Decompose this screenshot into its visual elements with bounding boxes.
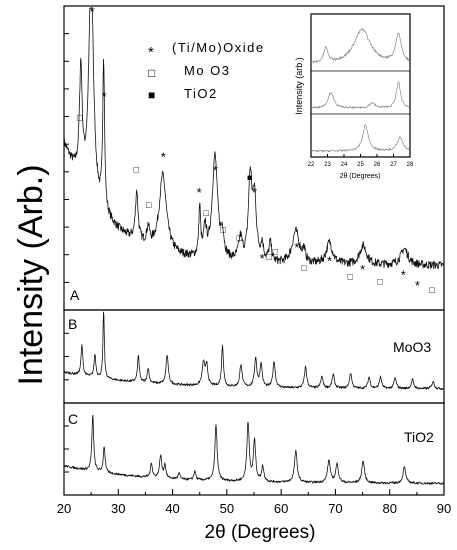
inset-x-label: 2θ (Degrees) bbox=[340, 173, 381, 180]
panel-c-name: TiO2 bbox=[404, 429, 434, 445]
x-tick-label: 20 bbox=[57, 501, 71, 516]
peak-marker: * bbox=[102, 89, 107, 104]
peak-marker: * bbox=[401, 267, 406, 282]
peak-marker: * bbox=[360, 262, 365, 277]
peak-marker: ■ bbox=[247, 173, 252, 183]
series-line-panel-b bbox=[63, 311, 445, 391]
peak-marker: * bbox=[415, 278, 420, 293]
y-axis-label: Intensity (Arb.) bbox=[12, 164, 50, 385]
legend-symbol-moo3: □ bbox=[148, 66, 155, 80]
inset-series-line bbox=[310, 81, 411, 110]
peak-marker: □ bbox=[237, 233, 243, 243]
peak-marker: * bbox=[327, 254, 332, 269]
legend: * (Ti/Mo)Oxide □ Mo O3 ■ TiO2 bbox=[148, 40, 265, 102]
panel-a-label: A bbox=[70, 287, 80, 303]
legend-symbol-oxide: * bbox=[148, 44, 154, 61]
x-tick-label: 30 bbox=[111, 501, 125, 516]
peak-marker: □ bbox=[377, 277, 383, 287]
x-tick-label: 70 bbox=[328, 501, 342, 516]
x-tick-label: 90 bbox=[437, 501, 451, 516]
peak-marker: * bbox=[197, 185, 202, 200]
inset-x-tick-label: 26 bbox=[374, 162, 381, 168]
peak-marker: * bbox=[252, 185, 257, 200]
inset-x-tick-label: 22 bbox=[308, 162, 315, 168]
peak-marker: * bbox=[213, 163, 218, 178]
inset-frame bbox=[310, 13, 411, 158]
inset-series-line bbox=[310, 28, 411, 64]
peak-marker: * bbox=[90, 4, 95, 19]
panel-b-frame bbox=[63, 309, 445, 404]
peak-marker: □ bbox=[266, 252, 272, 262]
peak-marker: * bbox=[161, 149, 166, 164]
peak-marker: □ bbox=[77, 112, 83, 122]
peak-marker: □ bbox=[429, 285, 435, 295]
peak-marker: □ bbox=[272, 247, 278, 257]
inset-x-tick-label: 28 bbox=[407, 162, 414, 168]
inset-x-tick-label: 25 bbox=[357, 162, 364, 168]
peak-marker: □ bbox=[203, 208, 209, 218]
peak-marker: * bbox=[294, 240, 299, 255]
legend-symbol-tio2: ■ bbox=[148, 88, 155, 102]
panel-b-name: MoO3 bbox=[393, 339, 431, 355]
series-line-panel-a bbox=[63, 7, 445, 270]
inset-x-tick-label: 27 bbox=[390, 162, 397, 168]
inset-x-tick-label: 24 bbox=[341, 162, 348, 168]
peak-marker: □ bbox=[133, 164, 139, 174]
chart-marks: **□□□**□*□□■** □□ *□ *□ *□ ** □20 30 40 50 60 70 80 9… bbox=[57, 4, 451, 516]
panel-b-label: B bbox=[68, 316, 77, 332]
inset-y-label: Intensity (arb.) bbox=[294, 57, 304, 115]
inset-x-tick-label: 23 bbox=[324, 162, 331, 168]
series-line-panel-c bbox=[63, 414, 445, 485]
peak-marker: □ bbox=[146, 200, 152, 210]
peak-marker: □ bbox=[301, 263, 307, 273]
x-tick-label: 40 bbox=[165, 501, 179, 516]
x-tick-label: 80 bbox=[382, 501, 396, 516]
legend-label-oxide: (Ti/Mo)Oxide bbox=[172, 40, 265, 55]
x-tick-label: 60 bbox=[274, 501, 288, 516]
legend-label-moo3: Mo O3 bbox=[184, 63, 231, 78]
peak-marker: □ bbox=[347, 271, 353, 281]
legend-label-tio2: TiO2 bbox=[184, 86, 218, 101]
panel-c-label: C bbox=[68, 411, 78, 427]
peak-marker: □ bbox=[220, 225, 226, 235]
x-axis-label: 2θ (Degrees) bbox=[205, 522, 316, 543]
peak-marker: * bbox=[260, 251, 265, 266]
x-tick-label: 50 bbox=[220, 501, 234, 516]
inset-series-line bbox=[310, 123, 410, 153]
